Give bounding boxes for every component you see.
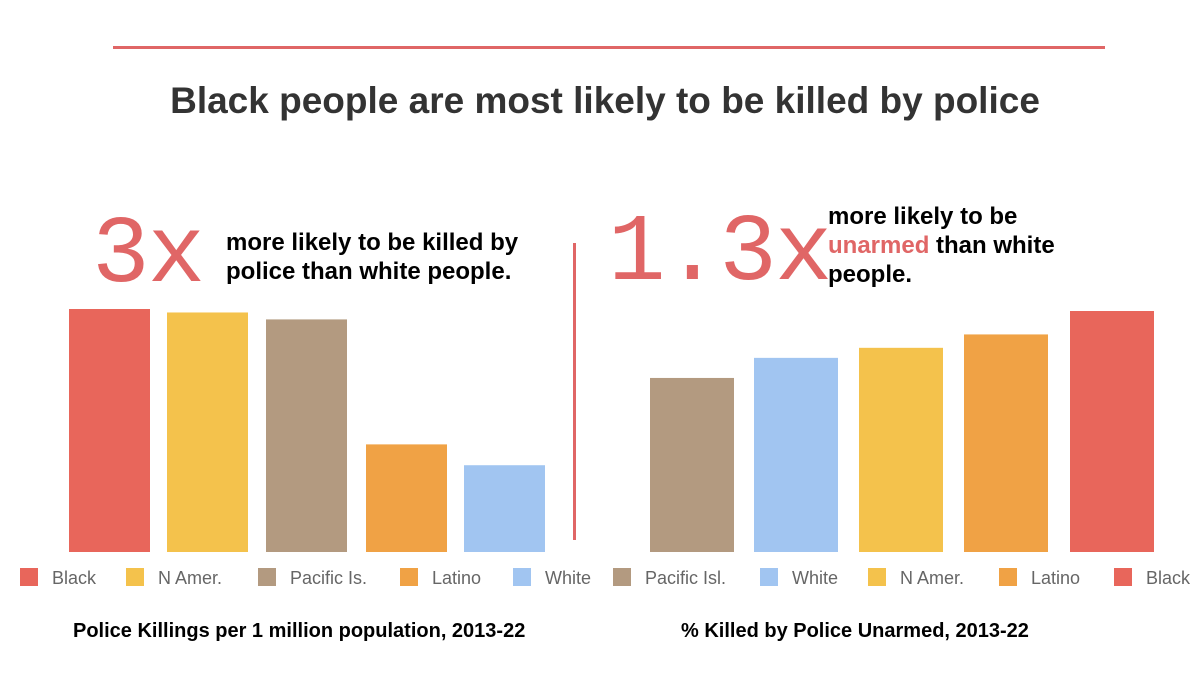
right-legend-swatch-latino	[999, 568, 1017, 586]
right-legend-swatch-black	[1114, 568, 1132, 586]
right-legend-swatch-white	[760, 568, 778, 586]
left-bar-n-amer	[167, 312, 248, 552]
right-stat-multiplier: 1.3x	[608, 199, 832, 308]
left-bar-black	[69, 309, 150, 552]
right-bar-n-amer	[859, 347, 943, 552]
left-legend-label-pacific-is: Pacific Is.	[290, 568, 367, 588]
right-legend-label-pacific-isl: Pacific Isl.	[645, 568, 726, 588]
left-stat-line-2: police than white people.	[226, 258, 512, 285]
right-bar-pacific-isl	[650, 377, 734, 552]
left-legend-swatch-pacific-is	[258, 568, 276, 586]
right-bar-black	[1070, 311, 1154, 552]
right-stat-text: more likely to be unarmed than white peo…	[828, 202, 1055, 289]
left-legend-label-white: White	[545, 568, 591, 588]
left-legend-label-black: Black	[52, 568, 97, 588]
right-legend-label-white: White	[792, 568, 838, 588]
right-legend-label-n-amer: N Amer.	[900, 568, 964, 588]
right-legend-swatch-n-amer	[868, 568, 886, 586]
right-legend-swatch-pacific-isl	[613, 568, 631, 586]
left-legend-label-n-amer: N Amer.	[158, 568, 222, 588]
unarmed-highlight: unarmed	[828, 232, 930, 259]
page-title: Black people are most likely to be kille…	[170, 80, 1040, 121]
right-stat-line-3: people.	[828, 261, 913, 288]
right-legend-label-latino: Latino	[1031, 568, 1080, 588]
left-bar-white	[464, 465, 545, 552]
left-legend-swatch-latino	[400, 568, 418, 586]
left-chart-title: Police Killings per 1 million population…	[73, 620, 526, 642]
left-stat-line-1: more likely to be killed by	[226, 229, 519, 256]
right-stat-line-2-rest: than white	[929, 232, 1055, 259]
right-stat-line-1: more likely to be	[828, 203, 1018, 230]
panel-divider	[573, 243, 576, 540]
left-bar-latino	[366, 444, 447, 552]
left-legend-label-latino: Latino	[432, 568, 481, 588]
left-bar-pacific-is	[266, 319, 347, 552]
left-stat-multiplier: 3x	[92, 201, 205, 310]
right-bar-white	[754, 357, 838, 552]
right-chart-title: % Killed by Police Unarmed, 2013-22	[681, 620, 1029, 642]
right-stat-line-2: unarmed than white	[828, 231, 1055, 260]
left-stat-text: more likely to be killed by police than …	[226, 228, 518, 286]
right-legend-label-black: Black	[1146, 568, 1191, 588]
left-legend-swatch-black	[20, 568, 38, 586]
left-legend-swatch-n-amer	[126, 568, 144, 586]
top-rule	[113, 46, 1105, 49]
right-bar-latino	[964, 334, 1048, 552]
left-legend-swatch-white	[513, 568, 531, 586]
